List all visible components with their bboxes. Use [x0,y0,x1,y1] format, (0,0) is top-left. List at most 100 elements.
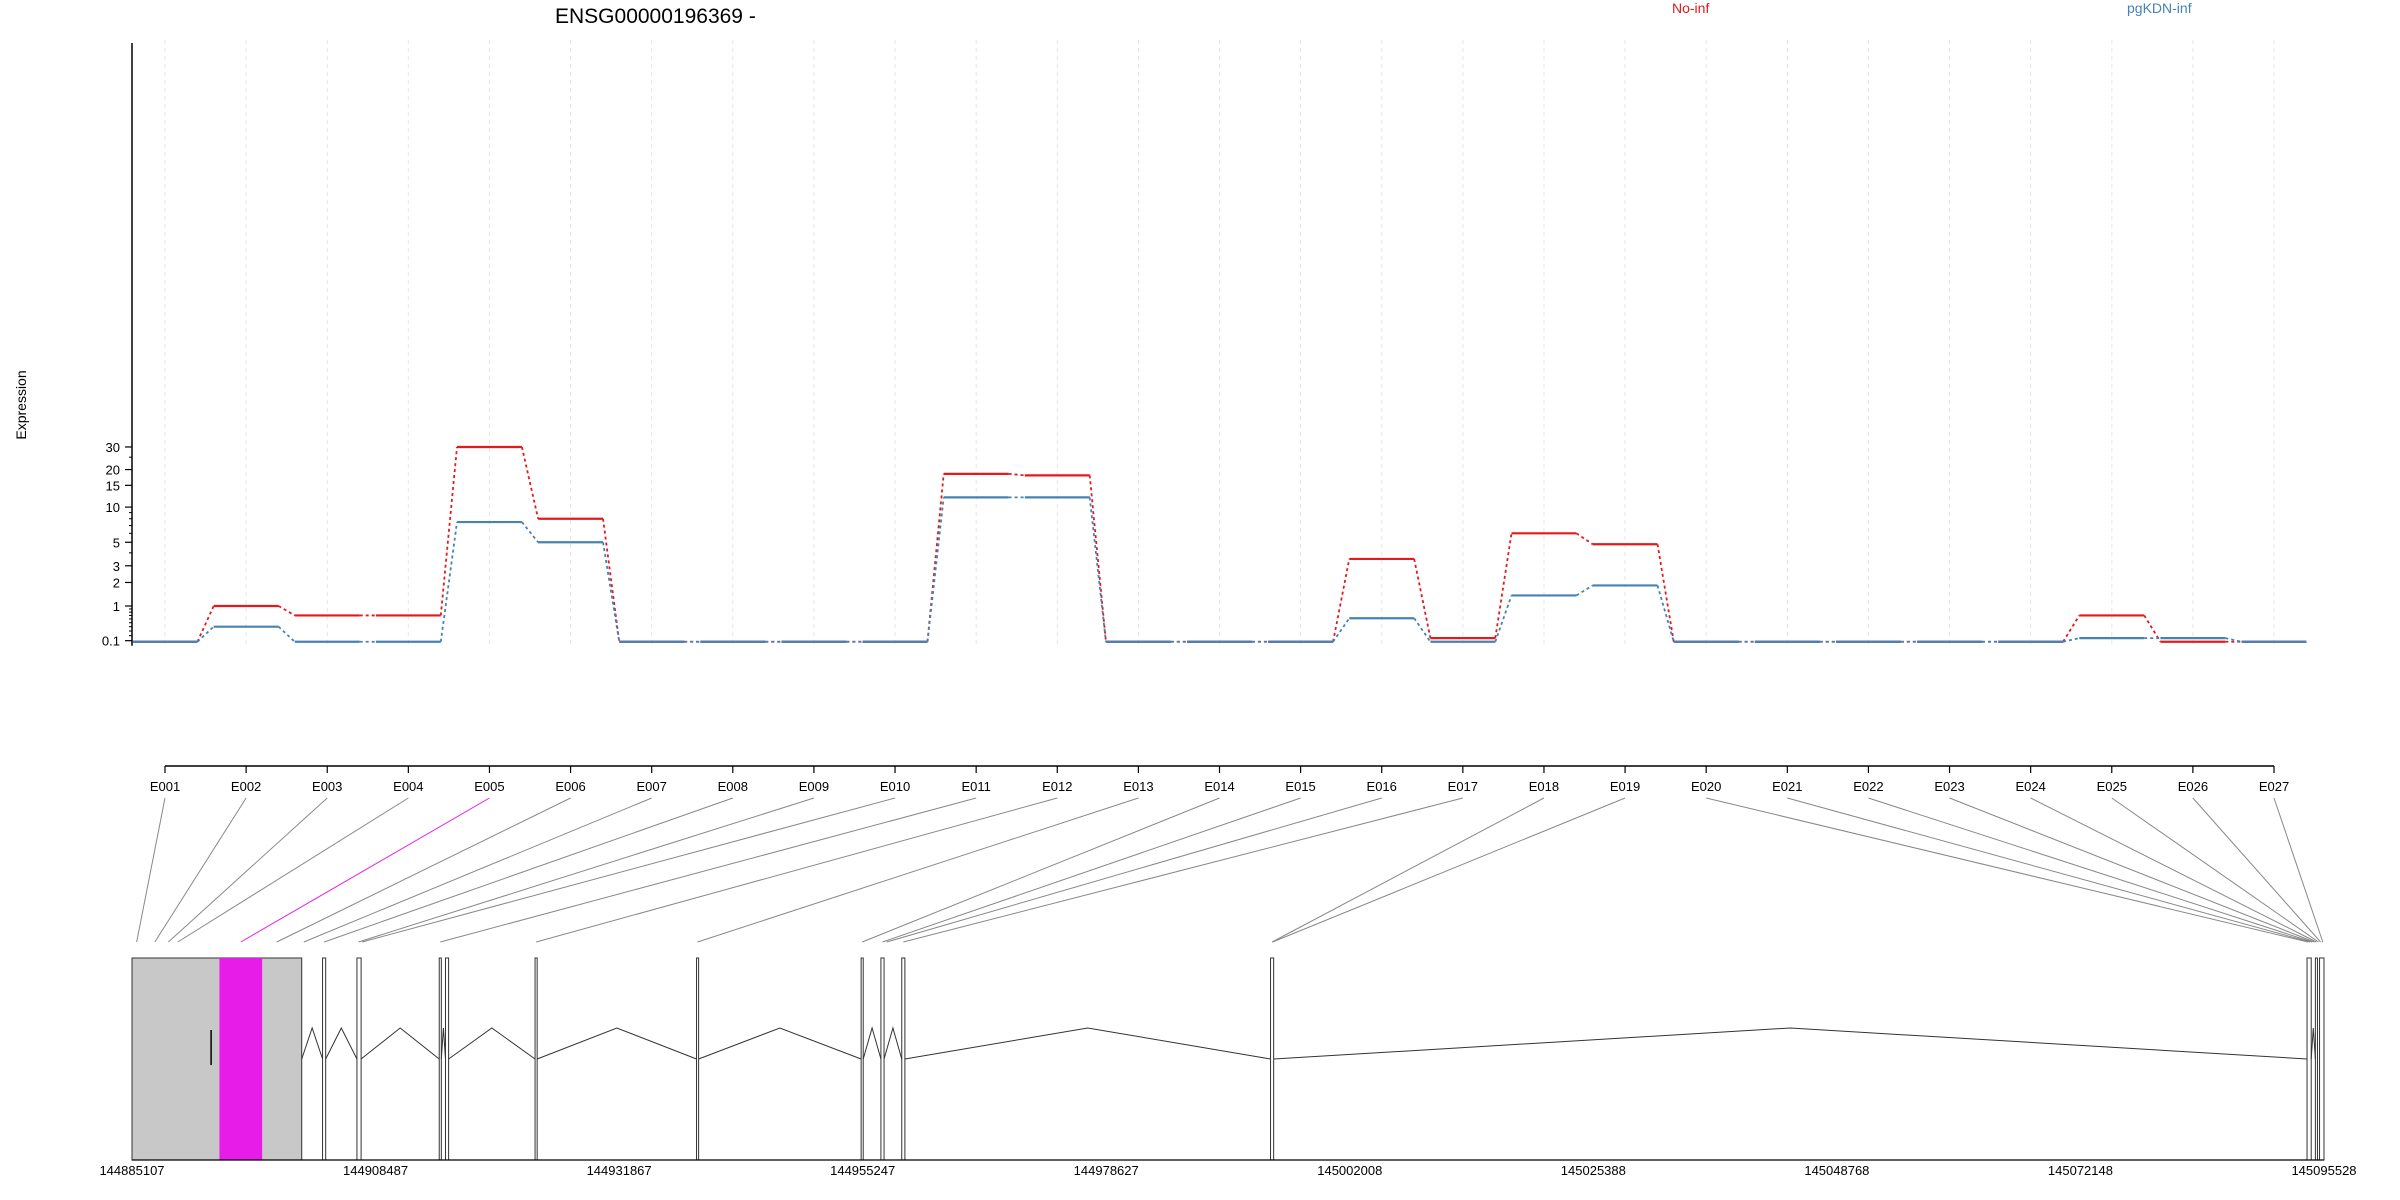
x-tick-label-e019: E019 [1610,779,1640,794]
intron-line [360,1027,440,1060]
highlighted-exon [219,958,263,1160]
x-tick-label-e004: E004 [393,779,423,794]
intron-line [883,1026,903,1060]
gene-model [131,957,2325,1161]
x-tick-label-e002: E002 [231,779,261,794]
exon-block [1270,957,1275,1161]
coordinate-tick-label: 144908487 [343,1163,408,1178]
connector-e012 [535,797,1058,943]
x-axis: E001 E002 E003 E004 E005 E006 E007 E008 E009 E010… [150,765,2289,794]
data-connector [2062,637,2080,643]
x-tick-label-e020: E020 [1691,779,1721,794]
y-tick-label: 5 [113,535,120,550]
y-tick-label: 2 [113,575,120,590]
data-connector [196,626,215,643]
intron-line [325,1026,358,1060]
x-tick-label-e026: E026 [2178,779,2208,794]
connector-e013 [697,797,1139,943]
connector-e027 [2273,797,2324,943]
x-tick-label-e023: E023 [1934,779,1964,794]
connector-e016 [886,797,1382,943]
data-connector [926,473,945,642]
connector-e008 [323,797,733,943]
x-tick-label-e011: E011 [961,779,990,794]
exon-block [322,957,327,1161]
data-connector [1088,475,1107,642]
connector-e017 [903,797,1463,943]
data-connector [926,497,945,642]
legend-item-no-inf: No-inf [1672,0,1709,16]
coordinate-tick-label: 145025388 [1561,1163,1626,1178]
connector-e010 [362,797,896,943]
y-tick-label: 1 [113,599,120,614]
data-connector [521,446,540,519]
y-tick-label: 3 [113,559,120,574]
x-tick-label-e025: E025 [2097,779,2127,794]
connector-e020 [1706,797,2309,943]
x-tick-label-e014: E014 [1204,779,1234,794]
x-tick-label-e001: E001 [150,779,180,794]
y-tick-label: 0.1 [102,634,120,649]
connector-e001 [136,797,166,943]
legend-item-pgkdn-inf: pgKDN-inf [2127,0,2192,16]
connector-e019 [1272,797,1626,943]
x-tick-label-e009: E009 [799,779,829,794]
connector-e025 [2111,797,2319,943]
coordinate-tick-label: 144978627 [1074,1163,1139,1178]
data-connector [1332,617,1351,643]
x-tick-label-e021: E021 [1772,779,1802,794]
intron-line [862,1026,882,1060]
intron-line [440,1027,446,1060]
coordinate-tick-label: 145095528 [2291,1163,2356,1178]
connector-e026 [2192,797,2321,943]
data-connector [2062,614,2081,643]
x-tick-label-e024: E024 [2015,779,2045,794]
connector-e018 [1271,797,1545,943]
connector-e023 [1949,797,2315,943]
exon-block [901,957,906,1161]
intron-line [301,1026,324,1060]
exon-block [444,957,450,1161]
x-tick-label-e018: E018 [1529,779,1559,794]
data-connector [196,605,215,643]
coordinate-tick-label: 145002008 [1317,1163,1382,1178]
x-tick-label-e008: E008 [718,779,748,794]
intron-line [698,1027,862,1060]
series-pgkdn-inf [132,496,2307,643]
data-connector [1088,497,1107,642]
exon-block [438,957,442,1161]
x-tick-label-e027: E027 [2259,779,2289,794]
data-connector [1413,558,1432,639]
y-tick-label: 10 [106,500,120,515]
x-tick-label-e016: E016 [1367,779,1397,794]
coordinate-tick-label: 144955247 [830,1163,895,1178]
connector-e024 [2030,797,2317,943]
intron-line [536,1027,697,1060]
connector-e004 [177,797,409,943]
connector-e006 [276,797,571,943]
connector-e022 [1868,797,2313,943]
exon-block [2314,957,2318,1161]
connector-e007 [303,797,652,943]
data-connector [1413,617,1432,643]
data-connector [1494,595,1513,643]
x-tick-label-e022: E022 [1853,779,1883,794]
connector-e021 [1787,797,2311,943]
connector-e003 [168,797,328,943]
genomic-coordinate-axis: 144885107 144908487 144931867 144955247 1449… [99,1159,2357,1178]
intron-line [448,1027,536,1060]
series-no-inf [132,445,2307,643]
data-connector [439,446,458,616]
x-tick-label-e017: E017 [1448,779,1478,794]
exon-block [534,957,538,1161]
data-connector [1575,532,1594,545]
data-connector [602,518,621,642]
y-tick-label: 20 [106,463,120,478]
coordinate-tick-label: 144931867 [587,1163,652,1178]
intron-line [904,1027,1271,1060]
coordinate-tick-label: 144885107 [99,1163,164,1178]
x-tick-label-e013: E013 [1123,779,1153,794]
data-connector [2225,637,2242,643]
chart-title: ENSG00000196369 - [555,5,756,28]
x-tick-label-e012: E012 [1042,779,1072,794]
